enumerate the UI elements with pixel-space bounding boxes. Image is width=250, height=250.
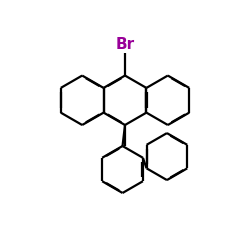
Text: Br: Br: [116, 37, 134, 52]
